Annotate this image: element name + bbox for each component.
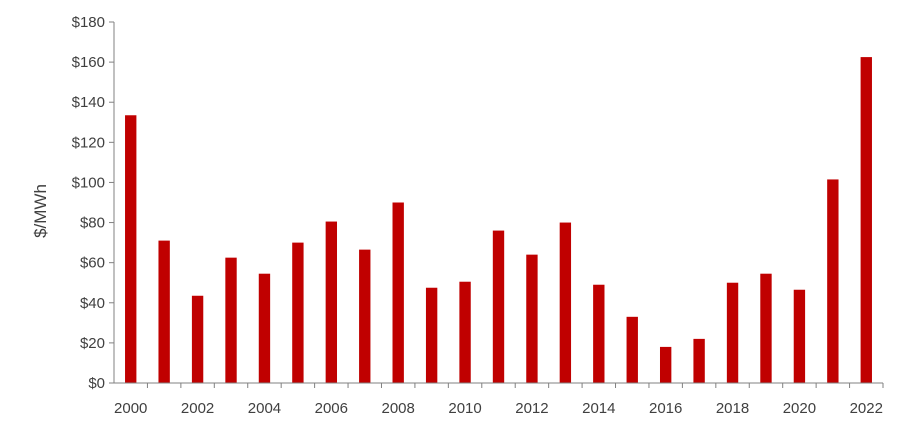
x-tick-label: 2014	[582, 400, 615, 417]
y-tick-label: $120	[72, 134, 105, 151]
bar-2015	[626, 316, 638, 383]
bar-2002	[191, 295, 204, 383]
bar-2006	[325, 221, 338, 383]
bar-2007	[359, 249, 371, 383]
bar-2017	[693, 338, 705, 383]
bar-2010	[459, 281, 471, 383]
y-tick-label: $20	[80, 335, 105, 352]
y-tick-label: $160	[72, 54, 105, 71]
bars	[125, 57, 872, 383]
y-tick-label: $60	[80, 255, 105, 272]
y-tick-label: $80	[80, 215, 105, 232]
y-axis-ticks: $0 $20 $40 $60 $80 $100 $120 $140 $160 $180	[72, 14, 114, 392]
y-axis-title: $/MWh	[31, 184, 50, 238]
bar-2008	[392, 202, 404, 383]
x-axis-ticks: 2000 2002 2004 2006 2008 2010 2012 2014 2016 2018…	[114, 383, 884, 417]
y-tick-label: $40	[80, 295, 105, 312]
bar-2020	[793, 289, 806, 383]
bar-2001	[158, 240, 170, 383]
bar-2013	[559, 222, 572, 383]
bar-2021	[827, 179, 839, 383]
bar-2018	[726, 282, 739, 383]
bar-2003	[225, 257, 237, 383]
x-tick-label: 2010	[448, 400, 481, 417]
y-tick-label: $0	[88, 375, 105, 392]
bar-2022	[860, 57, 872, 383]
x-tick-label: 2004	[248, 400, 281, 417]
bar-2016	[659, 346, 672, 383]
bar-2004	[258, 273, 271, 383]
y-tick-label: $100	[72, 174, 105, 191]
x-tick-label: 2000	[114, 400, 147, 417]
x-tick-label: 2006	[315, 400, 348, 417]
bar-2012	[526, 254, 538, 383]
x-tick-label: 2008	[382, 400, 415, 417]
bar-2009	[425, 287, 438, 383]
bar-2005	[292, 242, 304, 383]
x-tick-label: 2012	[515, 400, 548, 417]
bar-2011	[492, 230, 505, 383]
bar-2000	[125, 115, 137, 383]
x-tick-label: 2016	[649, 400, 682, 417]
bar-2014	[593, 284, 605, 383]
y-tick-label: $180	[72, 14, 105, 31]
y-tick-label: $140	[72, 94, 105, 111]
bar-2019	[760, 273, 772, 383]
x-tick-label: 2022	[850, 400, 883, 417]
x-tick-label: 2002	[181, 400, 214, 417]
x-tick-label: 2018	[716, 400, 749, 417]
x-tick-label: 2020	[783, 400, 816, 417]
